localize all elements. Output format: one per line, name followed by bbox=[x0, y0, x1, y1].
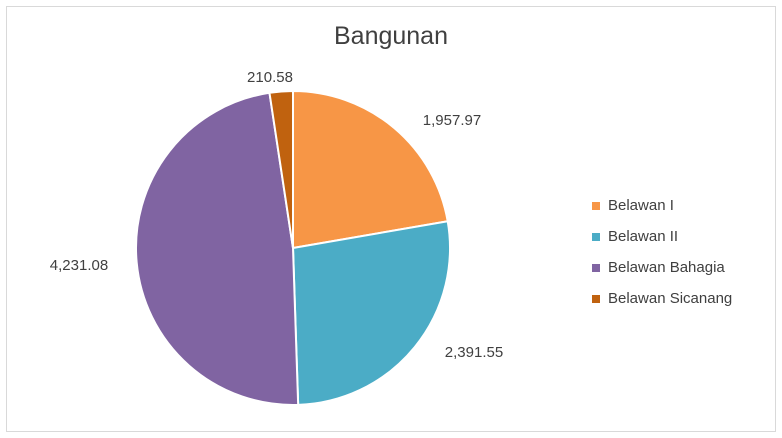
chart-title: Bangunan bbox=[333, 22, 448, 50]
legend-swatch bbox=[592, 201, 600, 210]
legend-label: Belawan II bbox=[608, 228, 679, 245]
legend-label: Belawan Bahagia bbox=[608, 259, 725, 276]
legend-swatch bbox=[592, 294, 600, 303]
legend-swatch bbox=[592, 232, 600, 241]
legend-label: Belawan I bbox=[608, 197, 674, 214]
data-label-belawan-sicanang: 210.58 bbox=[247, 69, 293, 86]
legend-item-belawan-bahagia: Belawan Bahagia bbox=[592, 252, 732, 283]
data-label-belawan-i: 1,957.97 bbox=[423, 112, 481, 129]
pie-slice-belawan-ii bbox=[291, 220, 451, 406]
legend-item-belawan-i: Belawan I bbox=[592, 190, 732, 221]
legend-label: Belawan Sicanang bbox=[608, 290, 733, 307]
pie-slice-belawan-i bbox=[292, 89, 449, 250]
legend-item-belawan-ii: Belawan II bbox=[592, 221, 732, 252]
pie-slice-belawan-sicanang bbox=[268, 89, 294, 249]
data-label-belawan-bahagia: 4,231.08 bbox=[50, 257, 108, 274]
pie-slice-belawan-bahagia bbox=[135, 91, 300, 406]
legend-swatch bbox=[592, 263, 600, 272]
legend-item-belawan-sicanang: Belawan Sicanang bbox=[592, 283, 732, 314]
chart-legend: Belawan I Belawan II Belawan Bahagia Belawa… bbox=[592, 190, 732, 314]
data-label-belawan-ii: 2,391.55 bbox=[445, 344, 503, 361]
